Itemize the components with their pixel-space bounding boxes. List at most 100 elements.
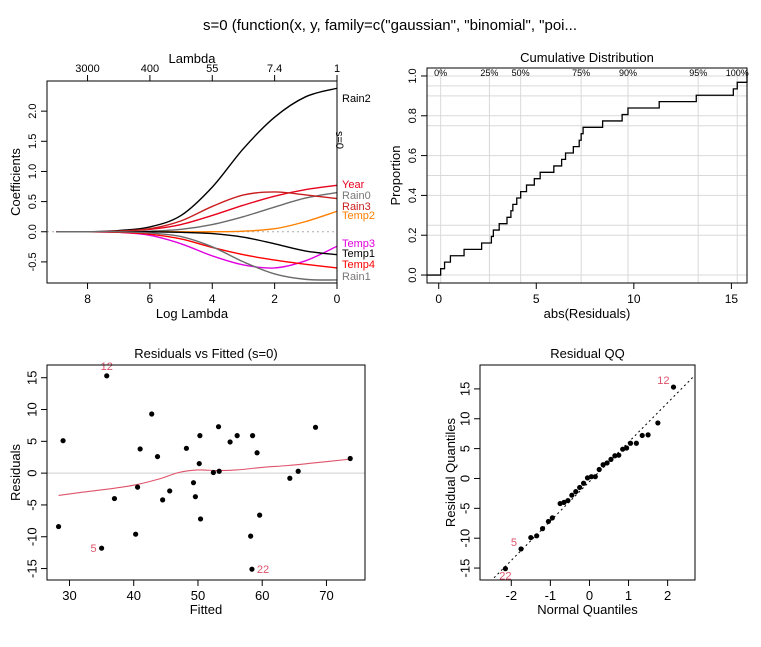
- resid-x-axis: 30 40 50 60 70: [62, 580, 334, 603]
- resid-fitted-panel: 12 5 22 Residuals vs Fitted (s=0) Fitted Resi…: [8, 346, 365, 617]
- qq-x-tick-label: -1: [545, 588, 557, 603]
- qq-point: [612, 453, 618, 459]
- coef-series-line-rain0: [56, 191, 338, 233]
- qq-point: [539, 526, 546, 532]
- coef-frame: [46, 80, 338, 284]
- cdf-quantile-label: 25%: [480, 68, 498, 78]
- resid-point: [133, 531, 139, 537]
- cdf-x-tick-label: 10: [627, 292, 641, 306]
- resid-point: [257, 512, 263, 518]
- qq-point-label: 12: [657, 375, 669, 387]
- resid-point: [227, 439, 233, 445]
- qq-point-label: 5: [511, 537, 517, 549]
- cdf-y-tick-label: 0.0: [407, 267, 419, 282]
- qq-point: [545, 518, 552, 525]
- coef-x-tick-label: 8: [84, 292, 91, 306]
- resid-point: [248, 533, 254, 539]
- qq-y-tick-label: -5: [457, 503, 472, 515]
- cdf-quantile-label: 95%: [689, 68, 707, 78]
- resid-point: [197, 516, 204, 522]
- resid-x-tick-label: 40: [126, 588, 140, 603]
- coef-y-tick-label: 0.0: [27, 224, 39, 239]
- resid-point: [134, 484, 141, 490]
- resid-x-tick-label: 70: [319, 588, 333, 603]
- cdf-x-tick-label: 5: [533, 292, 540, 306]
- qq-point: [623, 445, 630, 451]
- qq-x-tick-label: 1: [625, 588, 632, 603]
- coef-series-line-rain2: [56, 87, 338, 233]
- resid-x-tick-label: 60: [255, 588, 269, 603]
- resid-point: [190, 480, 197, 486]
- coef-x-tick-label: 2: [271, 292, 278, 306]
- qq-reference-line: [491, 374, 695, 580]
- resid-y-tick-label: 5: [24, 438, 39, 445]
- cdf-x-axis: 0 5 10 15: [435, 283, 738, 306]
- cdf-y-axis: 0.0 0.2 0.4 0.6 0.8 1.0: [407, 68, 427, 283]
- resid-x-tick-label: 30: [62, 588, 76, 603]
- cdf-y-tick-label: 0.2: [407, 228, 419, 243]
- qq-point: [600, 462, 606, 468]
- qq-x-tick-label: 2: [664, 588, 671, 603]
- coef-top-tick-label: 3000: [75, 63, 99, 75]
- qq-point: [528, 534, 534, 541]
- page-title: s=0 (function(x, y, family=c("gaussian",…: [203, 17, 577, 34]
- qq-y-tick-label: 15: [457, 382, 472, 396]
- coef-series-label-rain1: Rain1: [342, 271, 371, 283]
- resid-y-tick-label: -5: [24, 499, 39, 511]
- cdf-quantile-label: 90%: [619, 68, 637, 78]
- coef-series-label-rain3: Rain3: [342, 201, 371, 213]
- resid-point: [60, 438, 66, 444]
- coef-series-label-rain0: Rain0: [342, 190, 371, 202]
- resid-point: [55, 523, 62, 530]
- resid-point: [154, 453, 161, 460]
- qq-y-axis: -15 -10 -5 0 5 10 15: [457, 382, 480, 577]
- resid-point: [160, 497, 166, 503]
- qq-point: [616, 452, 622, 458]
- qq-y-tick-label: -10: [457, 529, 472, 548]
- cdf-panel: 0% 25% 50% 75% 90% 95% 100% Cumulative Distribu…: [388, 50, 749, 321]
- coef-x-tick-label: 6: [147, 292, 154, 306]
- coef-series-label-temp1: Temp1: [342, 248, 375, 260]
- resid-y-tick-label: 0: [24, 470, 39, 477]
- resid-point-label: 12: [101, 361, 113, 373]
- cdf-frame: [426, 67, 748, 284]
- qq-point: [596, 466, 602, 473]
- cdf-step-line: [427, 75, 748, 276]
- qq-point: [502, 566, 509, 572]
- resid-point: [312, 424, 319, 430]
- qq-point: [627, 440, 634, 446]
- coef-series-label-temp4: Temp4: [342, 259, 375, 271]
- resid-point: [196, 460, 202, 467]
- resid-point: [167, 488, 173, 494]
- resid-point: [137, 446, 143, 452]
- qq-y-tick-label: 5: [457, 445, 472, 452]
- resid-y-tick-label: 10: [24, 402, 39, 416]
- qq-point: [557, 500, 563, 507]
- coef-x-tick-label: 0: [334, 292, 341, 306]
- qq-point: [592, 474, 598, 480]
- resid-point-label: 22: [257, 564, 269, 576]
- coef-series-label-temp3: Temp3: [342, 238, 375, 250]
- resid-point: [192, 494, 198, 500]
- coef-y-tick-label: -0.5: [27, 252, 39, 271]
- resid-title: Residuals vs Fitted (s=0): [134, 346, 277, 361]
- resid-point: [216, 468, 222, 474]
- cdf-title: Cumulative Distribution: [520, 50, 654, 65]
- resid-smooth-line: [58, 458, 351, 496]
- qq-point: [645, 432, 651, 438]
- resid-point: [215, 424, 222, 430]
- cdf-quantile-label: 0%: [434, 68, 447, 78]
- coef-y-tick-label: 2.0: [27, 104, 39, 119]
- cdf-y-axis-label: Proportion: [388, 146, 403, 206]
- cdf-x-axis-label: abs(Residuals): [544, 306, 631, 321]
- resid-x-axis-label: Fitted: [190, 602, 223, 617]
- coef-series-line-rain3: [56, 191, 338, 233]
- qq-point: [561, 499, 567, 505]
- cdf-quantile-label: 75%: [572, 68, 590, 78]
- coef-top-axis-label: Lambda: [169, 51, 217, 66]
- qq-y-axis-label: Residual Quantiles: [443, 417, 458, 527]
